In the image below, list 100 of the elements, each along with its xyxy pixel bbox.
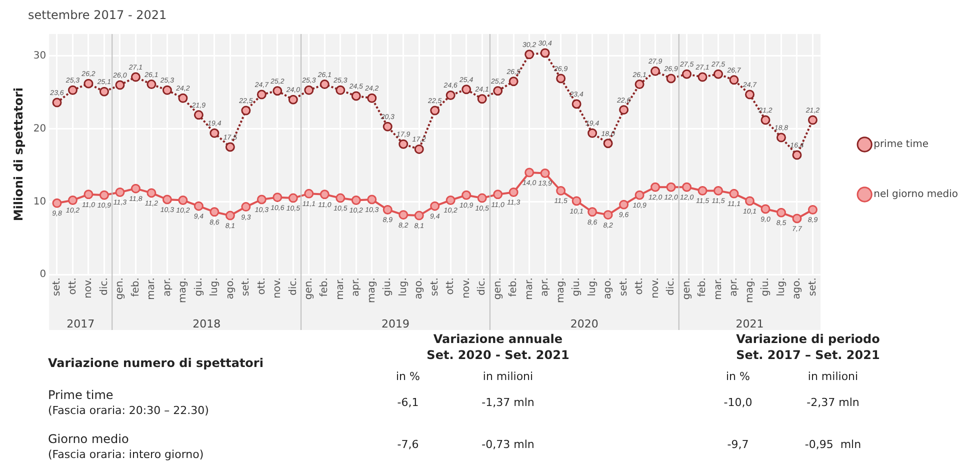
x-tick-label: dic. [288, 278, 299, 296]
point [776, 208, 786, 218]
point [194, 110, 204, 120]
chart-title: settembre 2017 - 2021 [28, 8, 167, 22]
text: (Fascia oraria: intero giorno) [48, 448, 205, 461]
point [288, 94, 298, 104]
point [666, 182, 676, 192]
point [52, 198, 62, 208]
point [462, 190, 472, 200]
point [351, 91, 361, 101]
point [336, 193, 346, 203]
x-tick-label: giu. [382, 278, 394, 296]
x-tick-label: nov. [460, 278, 472, 298]
point [508, 76, 518, 86]
point [367, 194, 377, 204]
x-tick-label: mag. [366, 278, 378, 304]
x-tick-label: ott. [445, 278, 456, 295]
point [304, 188, 314, 198]
point [115, 187, 125, 197]
point [414, 210, 424, 220]
x-tick-label: dic. [98, 278, 110, 296]
point [430, 106, 440, 116]
point [52, 98, 62, 108]
point [414, 144, 424, 154]
text: -0,73 mln [480, 438, 536, 451]
x-tick-label: mag. [555, 278, 566, 304]
x-tick-label: mar. [146, 278, 158, 300]
point [130, 184, 140, 194]
point [698, 186, 708, 196]
text: -9,7 [726, 438, 750, 451]
x-tick-label: gen. [114, 278, 126, 300]
point [524, 50, 534, 60]
point [320, 80, 330, 90]
x-tick-label: mag. [744, 278, 756, 304]
x-tick-label: lug. [776, 278, 787, 296]
point [650, 182, 660, 192]
point [194, 201, 204, 211]
point [210, 128, 220, 138]
x-tick-label: set. [807, 278, 818, 296]
point [304, 85, 314, 95]
point [760, 204, 770, 214]
point [634, 80, 644, 90]
point [729, 75, 739, 85]
point [162, 85, 172, 95]
point [398, 210, 408, 220]
point [477, 94, 487, 104]
x-tick-label: ott. [634, 278, 646, 295]
point [745, 90, 754, 100]
x-tick-label: ott. [256, 278, 268, 295]
point [493, 190, 503, 200]
x-tick-label: feb. [697, 278, 708, 297]
point [288, 193, 298, 203]
point [603, 210, 613, 220]
point [508, 187, 518, 197]
text: Variazione annuale [432, 332, 564, 346]
point [698, 72, 708, 82]
point [556, 74, 566, 84]
point [745, 196, 754, 206]
point [382, 204, 392, 214]
y-tick-label: 10 [33, 196, 46, 208]
point [68, 195, 78, 205]
x-tick-label: feb. [319, 278, 330, 297]
x-tick-label: apr. [540, 278, 551, 296]
x-tick-label: mar. [712, 278, 724, 300]
x-tick-label: ago. [602, 278, 614, 300]
y-tick-label: 30 [33, 50, 46, 62]
point [462, 84, 472, 94]
text: -7,6 [396, 438, 420, 451]
point [446, 90, 456, 100]
point [714, 186, 724, 196]
text: -0,95 mln [804, 438, 862, 451]
x-tick-label: set. [429, 278, 440, 296]
point [619, 105, 629, 115]
point [99, 190, 109, 200]
x-tick-label: set. [52, 278, 63, 296]
point [556, 186, 566, 196]
x-tick-label: nov. [83, 278, 94, 298]
x-tick-label: gen. [681, 278, 692, 300]
legend-label: prime time [874, 139, 929, 150]
x-tick-label: giu. [571, 278, 582, 296]
point [666, 74, 676, 84]
x-tick-label: apr. [728, 278, 740, 296]
x-tick-label: ago. [224, 278, 236, 300]
point [146, 80, 156, 90]
point [162, 194, 172, 204]
x-tick-label: mag. [178, 278, 189, 304]
text: in % [395, 370, 421, 383]
x-tick-label: apr. [162, 278, 173, 296]
point [256, 194, 266, 204]
text: -10,0 [722, 396, 754, 409]
point [572, 196, 582, 206]
point [776, 132, 786, 142]
text: in milioni [482, 370, 534, 383]
point [84, 190, 94, 200]
x-tick-label: gen. [304, 278, 314, 300]
y-axis-title: Milioni di spettatori [11, 87, 26, 222]
x-tick-label: nov. [650, 278, 661, 298]
text: 2017 [66, 317, 95, 330]
x-tick-label: nov. [272, 278, 284, 298]
y-tick-label: 0 [40, 269, 46, 280]
